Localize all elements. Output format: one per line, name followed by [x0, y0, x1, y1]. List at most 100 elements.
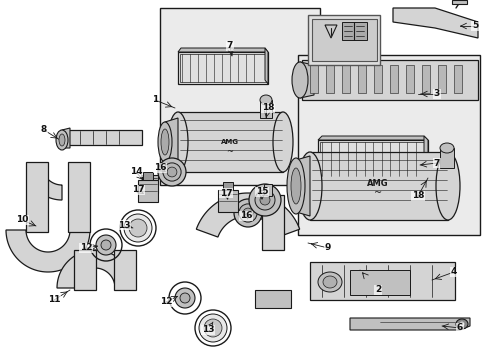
Polygon shape [6, 230, 90, 272]
Polygon shape [423, 136, 427, 178]
Ellipse shape [168, 112, 187, 172]
Text: 16: 16 [153, 163, 166, 172]
Text: 8: 8 [41, 126, 47, 135]
Ellipse shape [163, 163, 181, 181]
Ellipse shape [291, 62, 307, 98]
Ellipse shape [158, 122, 172, 162]
Bar [160, 8, 319, 185]
Text: 9: 9 [324, 243, 330, 252]
Ellipse shape [56, 130, 68, 150]
Bar [451, 0, 466, 4]
Ellipse shape [458, 321, 464, 327]
Bar [142, 175, 158, 193]
Text: 11: 11 [48, 296, 60, 305]
Ellipse shape [286, 158, 305, 214]
Bar [264, 184, 271, 196]
Ellipse shape [435, 152, 459, 220]
Text: 7: 7 [433, 158, 439, 167]
Bar [142, 172, 153, 180]
Text: 13: 13 [202, 325, 214, 334]
Ellipse shape [317, 272, 341, 292]
Ellipse shape [323, 276, 336, 288]
Bar [68, 162, 90, 232]
Polygon shape [302, 60, 477, 100]
Bar [262, 195, 284, 250]
Bar [223, 182, 232, 190]
Polygon shape [62, 128, 70, 148]
Text: 17: 17 [131, 185, 144, 194]
Bar [325, 65, 333, 93]
Text: 6: 6 [456, 324, 462, 333]
Ellipse shape [129, 219, 147, 237]
Polygon shape [309, 262, 454, 300]
Bar [309, 152, 447, 220]
Ellipse shape [234, 199, 262, 227]
Text: 18: 18 [411, 192, 424, 201]
Ellipse shape [248, 184, 281, 216]
Text: AMG: AMG [366, 179, 388, 188]
Ellipse shape [180, 293, 190, 303]
Bar [405, 65, 413, 93]
Bar [114, 250, 136, 290]
Polygon shape [317, 136, 427, 140]
Bar [341, 22, 366, 40]
Ellipse shape [199, 314, 226, 342]
Bar [357, 65, 365, 93]
Text: 15: 15 [255, 188, 268, 197]
Polygon shape [164, 118, 178, 166]
Ellipse shape [239, 204, 257, 222]
Ellipse shape [175, 288, 195, 308]
Ellipse shape [254, 190, 274, 210]
Bar [437, 65, 445, 93]
Bar [254, 290, 290, 308]
Polygon shape [57, 250, 133, 288]
Bar [421, 65, 429, 93]
Bar [26, 162, 48, 232]
Ellipse shape [272, 112, 292, 172]
Text: 5: 5 [471, 22, 477, 31]
Ellipse shape [158, 158, 185, 186]
Bar [178, 52, 267, 84]
Ellipse shape [203, 319, 222, 337]
Ellipse shape [439, 143, 453, 153]
Polygon shape [299, 62, 313, 98]
Text: ~: ~ [226, 148, 233, 157]
Text: AMG: AMG [221, 139, 239, 145]
Text: 16: 16 [239, 211, 252, 220]
Bar [373, 65, 381, 93]
Bar [319, 142, 425, 176]
Text: 14: 14 [129, 167, 142, 176]
Bar [74, 250, 96, 290]
Ellipse shape [297, 152, 321, 220]
Bar [341, 65, 349, 93]
Text: ~: ~ [373, 188, 381, 198]
Polygon shape [196, 193, 299, 237]
Ellipse shape [243, 208, 252, 218]
Text: 18: 18 [261, 104, 274, 112]
Bar [453, 65, 461, 93]
Bar [62, 130, 142, 145]
Bar [260, 100, 271, 118]
Bar [349, 270, 409, 295]
Polygon shape [392, 8, 477, 38]
Text: 1: 1 [152, 95, 158, 104]
Text: 7: 7 [226, 41, 233, 50]
Text: 10: 10 [16, 216, 28, 225]
Text: 2: 2 [374, 285, 380, 294]
Polygon shape [178, 48, 267, 52]
Bar [309, 65, 317, 93]
Text: 12: 12 [80, 243, 92, 252]
Text: 13: 13 [118, 220, 130, 230]
Bar [178, 112, 283, 172]
Ellipse shape [290, 168, 301, 204]
Bar [317, 140, 427, 178]
Ellipse shape [161, 129, 169, 155]
Bar [389, 65, 397, 93]
Text: 12: 12 [160, 297, 172, 306]
Polygon shape [349, 318, 469, 330]
Ellipse shape [260, 195, 269, 205]
Bar [218, 190, 238, 212]
Ellipse shape [101, 240, 111, 250]
Ellipse shape [167, 167, 177, 177]
Bar [180, 54, 265, 82]
